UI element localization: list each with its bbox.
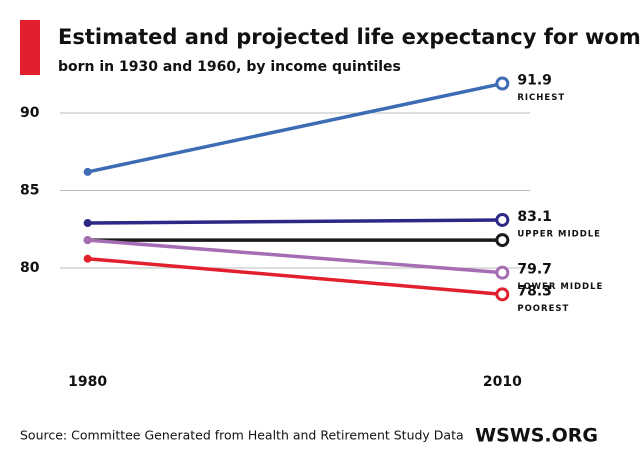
series-name: RICHEST: [517, 93, 565, 103]
end-marker: [495, 76, 510, 91]
value-label: 91.9: [517, 73, 552, 89]
start-marker: [83, 236, 92, 245]
chart-subtitle: born in 1930 and 1960, by income quintil…: [58, 59, 401, 75]
value-label: 83.1: [517, 209, 552, 225]
end-marker: [495, 233, 510, 248]
series-line: [87, 238, 503, 275]
end-marker: [495, 212, 510, 227]
start-marker: [83, 167, 92, 176]
series-name: UPPER MIDDLE: [517, 229, 601, 239]
source: Source: Committee Generated from Health …: [20, 428, 464, 443]
y-tick-label: 85: [20, 183, 39, 199]
series-line: [87, 256, 503, 297]
chart-title: Estimated and projected life expectancy …: [58, 25, 640, 49]
x-tick-label: 1980: [68, 374, 107, 390]
end-marker: [495, 287, 510, 302]
series-line: [87, 81, 503, 174]
title-accent: [20, 20, 40, 75]
logo: WSWS.ORG: [475, 425, 598, 447]
x-tick-label: 2010: [483, 374, 522, 390]
start-marker: [83, 219, 92, 228]
y-tick-label: 80: [20, 260, 40, 276]
series-name: LOWER MIDDLE: [517, 282, 603, 292]
series-name: POOREST: [517, 304, 569, 314]
value-label: 79.7: [517, 262, 552, 278]
y-tick-label: 90: [20, 105, 40, 121]
start-marker: [83, 254, 92, 263]
end-marker: [495, 265, 510, 280]
value-label: 78.3: [517, 283, 552, 299]
series-line: [87, 218, 503, 225]
